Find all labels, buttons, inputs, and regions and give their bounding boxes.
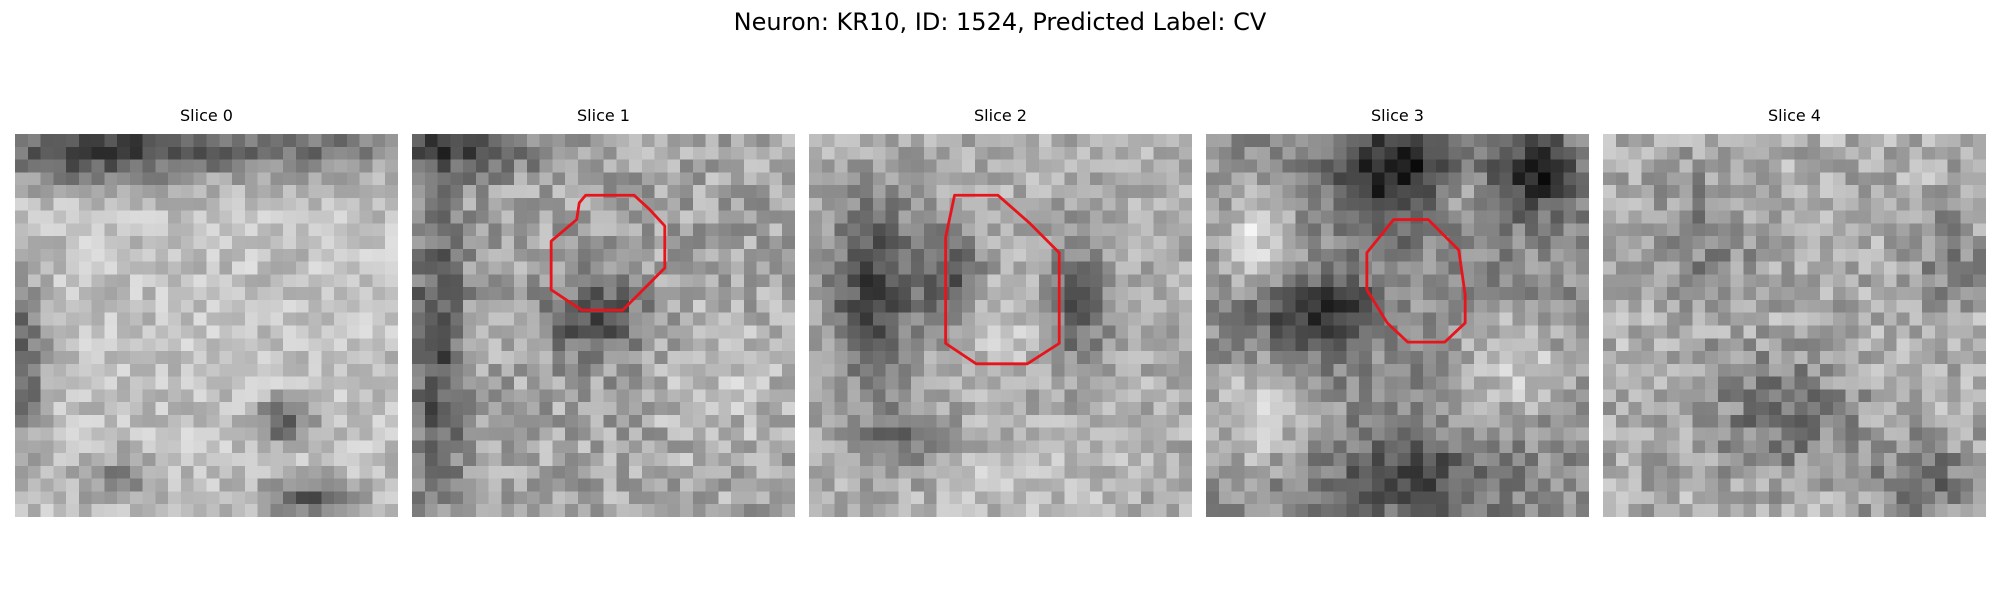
slice-image	[1603, 134, 1986, 517]
slice-image	[809, 134, 1192, 517]
slice-panel-2: Slice 2	[809, 106, 1192, 518]
roi-outline	[549, 193, 667, 312]
slice-panel-1: Slice 1	[412, 106, 795, 518]
slice-title: Slice 2	[974, 106, 1027, 125]
slice-title: Slice 1	[577, 106, 630, 125]
slice-title: Slice 0	[180, 106, 233, 125]
slice-image	[15, 134, 398, 517]
slice-panel-4: Slice 4	[1603, 106, 1986, 518]
slice-image	[1206, 134, 1589, 517]
slice-title: Slice 3	[1371, 106, 1424, 125]
slice-image	[412, 134, 795, 517]
figure-title: Neuron: KR10, ID: 1524, Predicted Label:…	[733, 8, 1267, 36]
roi-outline	[1365, 218, 1467, 344]
slice-title: Slice 4	[1768, 106, 1821, 125]
roi-outline	[944, 193, 1061, 366]
slice-panel-0: Slice 0	[15, 106, 398, 518]
slice-panel-3: Slice 3	[1206, 106, 1589, 518]
